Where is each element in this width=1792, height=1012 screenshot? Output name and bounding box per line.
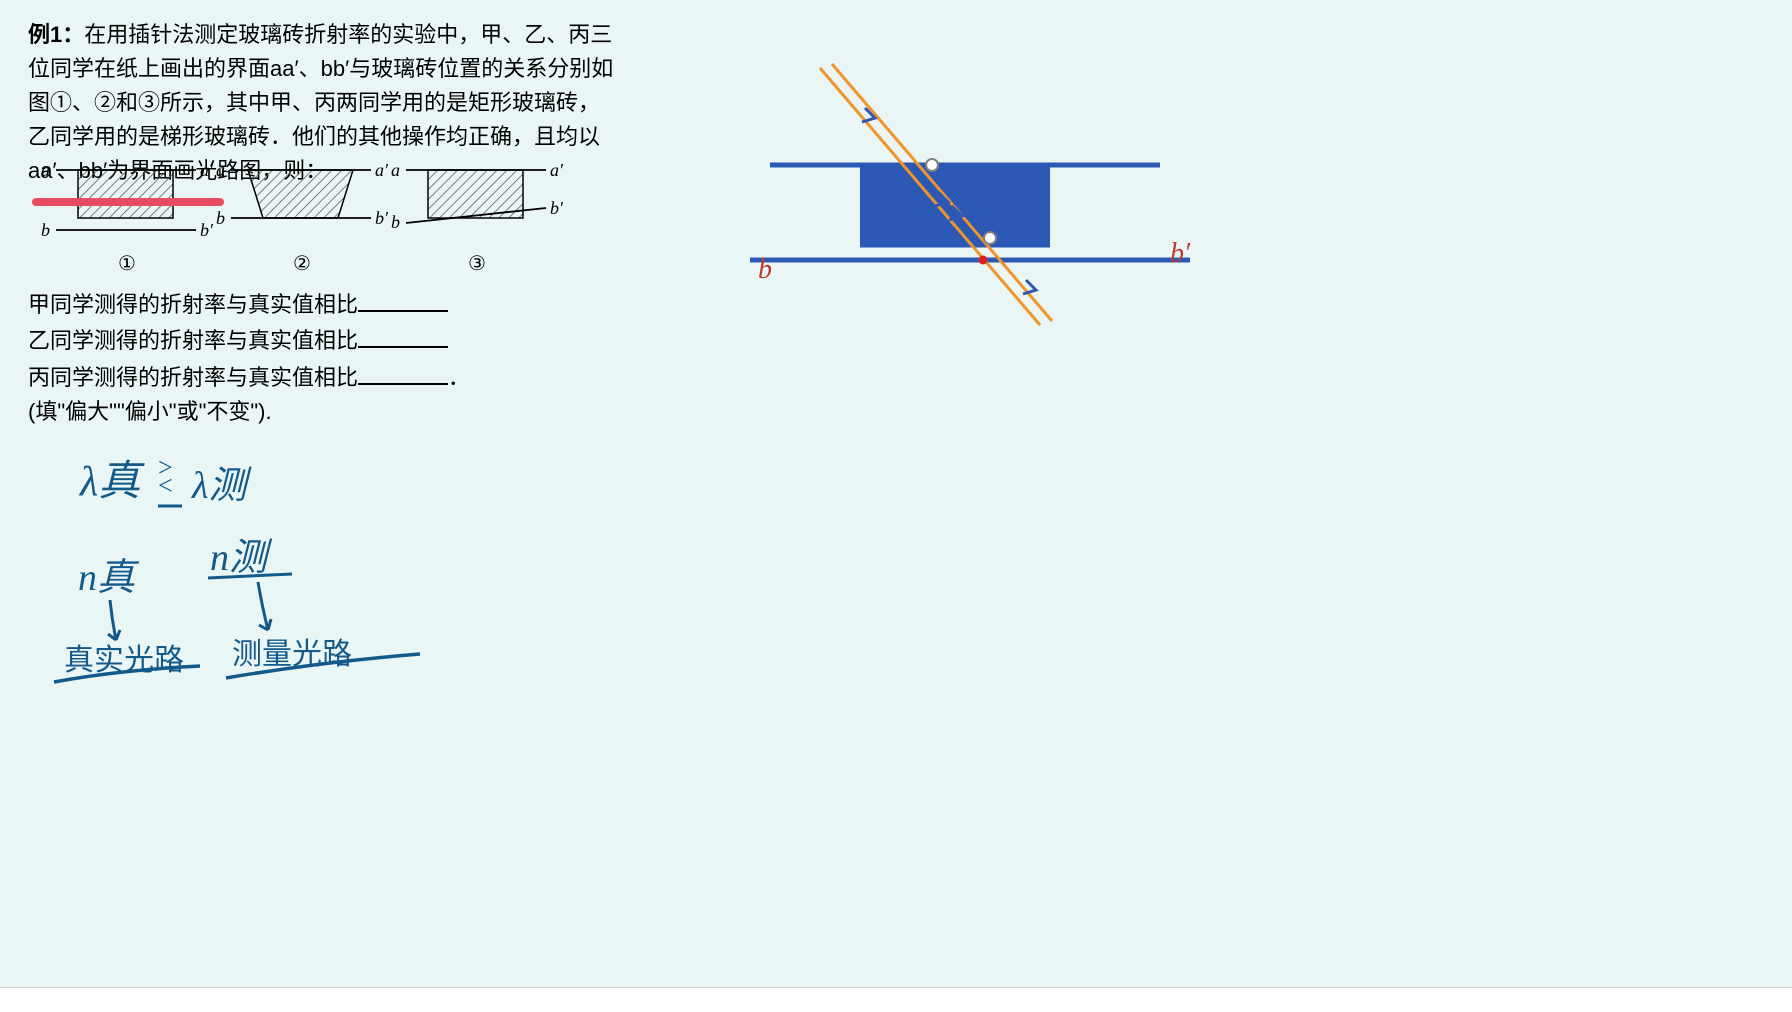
svg-text:测量光路: 测量光路: [232, 638, 352, 671]
label-b-prime: b′: [1170, 238, 1191, 269]
svg-text:b′: b′: [550, 198, 564, 218]
node-mid: [984, 232, 996, 244]
svg-text:n测: n测: [210, 537, 273, 579]
right-diagram: b b′: [740, 50, 1200, 350]
handwriting: λ真 > < λ测 n真 n测 真实光路 测量光路: [0, 0, 500, 400]
glass-block: [860, 165, 1050, 245]
svg-text:a′: a′: [550, 160, 564, 180]
bottom-bar: [0, 987, 1792, 1012]
node-top: [926, 159, 938, 171]
page-root: 例1：在用插针法测定玻璃砖折射率的实验中，甲、乙、丙三 位同学在纸上画出的界面a…: [0, 0, 1792, 1012]
node-red: [979, 256, 988, 265]
svg-text:λ测: λ测: [191, 465, 252, 507]
svg-text:n真: n真: [78, 557, 140, 599]
svg-text:<: <: [158, 471, 173, 500]
label-b: b: [758, 254, 772, 285]
svg-text:λ真: λ真: [78, 459, 145, 505]
right-diagram-svg: b b′: [740, 50, 1200, 350]
